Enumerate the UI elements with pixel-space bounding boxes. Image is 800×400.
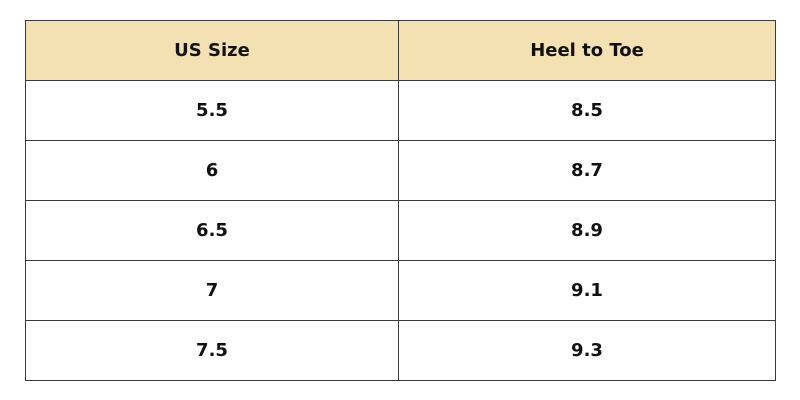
table-cell: 7 [25, 260, 399, 321]
table-cell: 8.7 [398, 140, 776, 201]
table-row: 7.5 9.3 [25, 320, 776, 381]
table-cell: 5.5 [25, 80, 399, 141]
table-body: 5.5 8.5 6 8.7 6.5 8.9 7 9.1 7.5 9.3 [25, 80, 776, 381]
header-row: US Size Heel to Toe [25, 20, 776, 81]
header-cell: US Size [25, 20, 399, 81]
table-cell: 8.5 [398, 80, 776, 141]
table-cell: 8.9 [398, 200, 776, 261]
header-cell: Heel to Toe [398, 20, 776, 81]
table-cell: 9.3 [398, 320, 776, 381]
table-cell: 9.1 [398, 260, 776, 321]
table-row: 6.5 8.9 [25, 200, 776, 261]
table-cell: 6 [25, 140, 399, 201]
size-table: US Size Heel to Toe 5.5 8.5 6 8.7 6.5 8.9 7 9.1… [25, 20, 776, 381]
table-header: US Size Heel to Toe [25, 20, 776, 81]
table-row: 5.5 8.5 [25, 80, 776, 141]
table-row: 7 9.1 [25, 260, 776, 321]
table-cell: 6.5 [25, 200, 399, 261]
table-cell: 7.5 [25, 320, 399, 381]
table-row: 6 8.7 [25, 140, 776, 201]
